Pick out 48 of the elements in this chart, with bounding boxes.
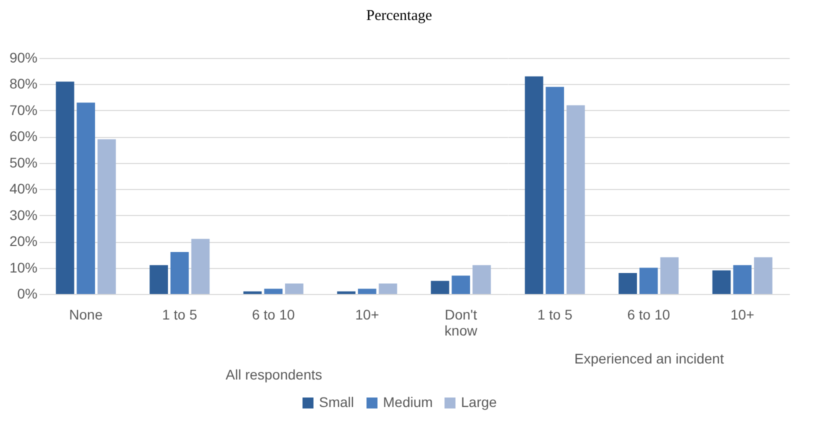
y-tick-label: 20% [9, 233, 38, 250]
bar [378, 284, 398, 294]
bar [170, 252, 189, 294]
x-tick-label: 6 to 10 [627, 306, 670, 322]
y-tick-label: 10% [9, 259, 38, 276]
x-axis-title: Experienced an incident [574, 350, 724, 366]
x-axis-title: All respondents [226, 366, 322, 382]
bar [243, 291, 262, 294]
y-tick-label: 80% [9, 76, 38, 92]
bar [452, 276, 470, 294]
bar [566, 105, 585, 294]
bar [660, 257, 679, 294]
bar [430, 280, 450, 294]
x-tick-label: 10+ [355, 306, 379, 322]
bar [524, 76, 544, 294]
bar [712, 270, 731, 294]
bar [358, 288, 376, 294]
y-tick-label: 50% [9, 154, 38, 170]
legend-label: Medium [383, 394, 433, 410]
x-tick-label: 1 to 5 [162, 306, 198, 322]
bar [546, 86, 564, 294]
bar [285, 284, 304, 294]
x-tick-label: 10+ [730, 306, 754, 322]
bar [472, 265, 491, 294]
bar [150, 265, 168, 294]
bar [264, 288, 283, 294]
bar [98, 139, 116, 294]
x-tick-label: Don't know [444, 306, 478, 338]
bar [56, 82, 74, 294]
x-tick-label: None [69, 306, 103, 322]
y-tick-label: 70% [9, 102, 38, 118]
bar [337, 291, 356, 294]
bar [733, 265, 752, 294]
bar [639, 268, 658, 294]
x-tick-label: 1 to 5 [537, 306, 573, 322]
x-tick-label: 6 to 10 [252, 306, 295, 322]
y-tick-label: 40% [9, 180, 38, 197]
chart-title: Percentage [366, 8, 432, 24]
bar [618, 273, 637, 294]
bar [754, 257, 772, 294]
bar [191, 238, 210, 294]
legend-label: Large [461, 394, 498, 410]
y-tick-label: 0% [17, 286, 38, 302]
bar [76, 102, 96, 294]
y-tick-label: 30% [9, 206, 38, 223]
y-tick-label: 60% [9, 128, 38, 144]
legend-label: Small [319, 394, 354, 410]
y-tick-label: 90% [9, 50, 38, 66]
